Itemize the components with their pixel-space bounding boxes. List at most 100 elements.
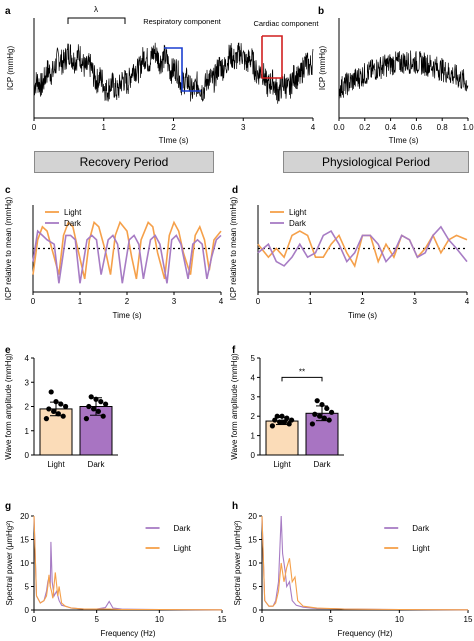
- panel-label-a: a: [5, 6, 11, 17]
- e-point-dark-5: [103, 401, 109, 407]
- f-point-light-4: [272, 417, 278, 423]
- e-ytick-label-0: 0: [25, 451, 30, 460]
- g-xtick-label-2: 10: [155, 615, 164, 624]
- chart-g: 0 5 10 15 0 5 10 15 20 Spectral power (μmHg²) Freq…: [5, 512, 227, 638]
- f-point-light-1: [286, 421, 292, 427]
- h-series-light: [261, 515, 469, 611]
- c-ylabel: ICP relative to mean (mmHg): [4, 196, 13, 300]
- e-xtick-label-dark: Dark: [88, 460, 106, 469]
- e-point-light-6: [58, 401, 64, 407]
- a-xtick-label-4: 4: [311, 123, 316, 132]
- f-point-light-2: [281, 419, 287, 425]
- e-point-dark-3: [91, 406, 97, 412]
- h-xtick-label-1: 5: [328, 615, 333, 624]
- a-xtick-label-2: 2: [171, 123, 176, 132]
- e-ylabel: Wave form amplitude (mmHg): [4, 353, 13, 460]
- b-xlabel: TIme (s): [389, 136, 419, 145]
- g-legend-label-light: Light: [174, 544, 192, 553]
- b-ylabel: ICP (mmHg): [318, 46, 327, 91]
- b-xtick-label-0: 0.0: [333, 123, 345, 132]
- e-point-light-0: [43, 416, 50, 422]
- f-point-dark-1: [326, 417, 332, 423]
- e-point-dark-8: [88, 394, 94, 400]
- b-xtick-label-4: 0.8: [437, 123, 449, 132]
- f-point-dark-4: [312, 411, 318, 417]
- a-ylabel: ICP (mmHg): [6, 46, 15, 91]
- e-point-light-7: [53, 399, 59, 405]
- d-series-dark: [257, 225, 468, 267]
- chart-e: 0 1 2 3 4 Wave form amplitude (mmHg) Light Dark: [4, 353, 118, 469]
- h-legend-label-dark: Dark: [412, 524, 430, 533]
- f-xtick-label-light: Light: [273, 460, 291, 469]
- h-ytick-label-4: 20: [248, 512, 257, 521]
- a-respiratory-label: Respiratory component: [143, 17, 221, 26]
- a-lambda-label: λ: [94, 5, 98, 14]
- e-point-dark-6: [98, 399, 104, 405]
- f-point-dark-6: [324, 405, 330, 412]
- g-series-dark: [33, 515, 223, 611]
- chart-a: 0 1 2 3 4 ICP (mmHg) TIme (s) λ Respiratory comp…: [6, 5, 319, 145]
- h-ytick-label-3: 15: [248, 536, 257, 545]
- h-xtick-label-0: 0: [260, 615, 265, 624]
- a-icp-trace: [33, 42, 314, 104]
- f-point-dark-0: [309, 421, 315, 427]
- panel-label-e: e: [5, 345, 11, 356]
- g-ytick-label-4: 20: [20, 512, 29, 521]
- a-xtick-label-3: 3: [241, 123, 246, 132]
- b-icp-trace: [338, 50, 469, 99]
- panel-label-g: g: [5, 501, 11, 512]
- f-ytick-label-1: 1: [251, 432, 256, 441]
- f-point-dark-8: [314, 398, 320, 404]
- h-ytick-label-0: 0: [253, 606, 258, 615]
- e-point-dark-2: [95, 408, 101, 414]
- e-ytick-label-3: 3: [25, 378, 30, 387]
- g-ytick-label-3: 15: [20, 536, 29, 545]
- g-ylabel: Spectral power (μmHg²): [5, 520, 14, 605]
- a-xtick-label-1: 1: [102, 123, 107, 132]
- chart-b: 0.0 0.2 0.4 0.6 0.8 1.0 ICP (mmHg) TIme (s): [318, 18, 474, 145]
- a-cardiac-marker: [261, 35, 283, 79]
- e-point-dark-0: [83, 416, 89, 422]
- h-ytick-label-1: 5: [253, 583, 258, 592]
- d-xtick-label-2: 2: [360, 297, 365, 306]
- c-xlabel: Time (s): [112, 311, 141, 320]
- f-significance-label: **: [299, 367, 305, 376]
- d-legend-label-dark: Dark: [289, 219, 307, 228]
- g-xtick-label-3: 15: [218, 615, 227, 624]
- e-xtick-label-light: Light: [47, 460, 65, 469]
- b-xtick-label-3: 0.6: [411, 123, 423, 132]
- f-point-light-0: [269, 423, 275, 429]
- e-point-light-1: [60, 413, 66, 419]
- f-point-dark-2: [321, 415, 327, 421]
- f-point-light-6: [284, 415, 290, 421]
- f-ytick-label-0: 0: [251, 451, 256, 460]
- panel-label-d: d: [232, 185, 238, 196]
- b-xtick-label-1: 0.2: [359, 123, 371, 132]
- f-point-dark-7: [319, 401, 325, 408]
- h-series-dark: [261, 515, 469, 611]
- e-point-light-8: [48, 389, 54, 395]
- h-legend-label-light: Light: [412, 544, 430, 553]
- c-series-light: [32, 220, 222, 280]
- chart-f: 0 1 2 3 4 5 Wave form amplitude (mmHg) Light Dar…: [230, 353, 344, 469]
- g-xtick-label-1: 5: [94, 615, 99, 624]
- d-legend-label-light: Light: [289, 208, 307, 217]
- f-ytick-label-4: 4: [251, 373, 256, 382]
- f-ytick-label-3: 3: [251, 393, 256, 402]
- e-point-light-4: [46, 406, 52, 412]
- h-xlabel: Frequency (Hz): [337, 629, 392, 638]
- h-ytick-label-2: 10: [248, 559, 257, 568]
- d-xtick-label-1: 1: [308, 297, 313, 306]
- h-ylabel: Spectral power (μmHg²): [233, 520, 242, 605]
- e-ytick-label-2: 2: [25, 403, 30, 412]
- e-point-dark-7: [93, 396, 99, 402]
- c-legend-label-light: Light: [64, 208, 82, 217]
- g-xlabel: Frequency (Hz): [100, 629, 155, 638]
- f-significance-bracket: [281, 376, 323, 382]
- h-xtick-label-3: 15: [464, 615, 473, 624]
- e-point-light-2: [55, 411, 62, 417]
- chart-h: 0 5 10 15 0 5 10 15 20 Spectral power (μmHg²) Freq…: [233, 512, 473, 638]
- d-ylabel: ICP relative to mean (mmHg): [229, 196, 238, 300]
- e-point-dark-1: [100, 413, 106, 419]
- d-xlabel: Time (s): [348, 311, 377, 320]
